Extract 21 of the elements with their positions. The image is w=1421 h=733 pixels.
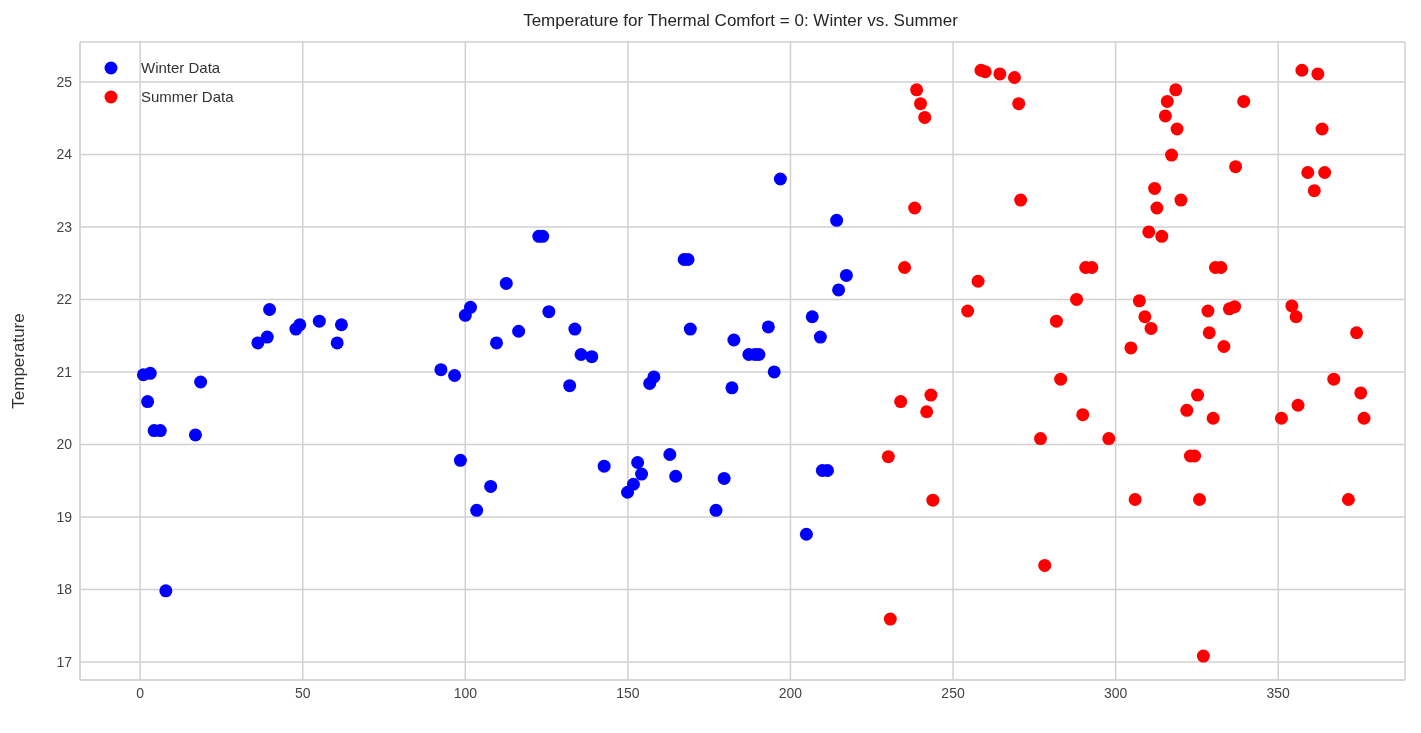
x-tick-label: 50 [294, 684, 311, 701]
y-tick-label: 22 [56, 291, 73, 308]
x-tick-label: 350 [1266, 684, 1291, 701]
y-tick-label: 21 [56, 363, 73, 380]
y-tick-label: 19 [56, 508, 73, 525]
y-tick-label: 24 [56, 146, 73, 163]
y-tick-label: 20 [56, 436, 73, 453]
x-tick-label: 150 [616, 684, 640, 701]
x-tick-label: 100 [453, 684, 478, 701]
legend-label: Summer Data [141, 88, 234, 105]
x-tick-label: 300 [1103, 684, 1128, 701]
y-tick-label: 18 [56, 581, 73, 598]
y-tick-label: 23 [56, 218, 73, 235]
y-axis-title: Temperature [9, 313, 29, 409]
y-tick-label: 25 [56, 73, 73, 90]
chart-title: Temperature for Thermal Comfort = 0: Winter vs. Summer [522, 10, 959, 32]
y-tick-label: 17 [56, 653, 73, 670]
x-tick-label: 250 [941, 684, 965, 701]
legend-label: Winter Data [141, 59, 221, 76]
x-tick-label: 200 [778, 684, 803, 701]
x-tick-label: 0 [136, 684, 145, 701]
